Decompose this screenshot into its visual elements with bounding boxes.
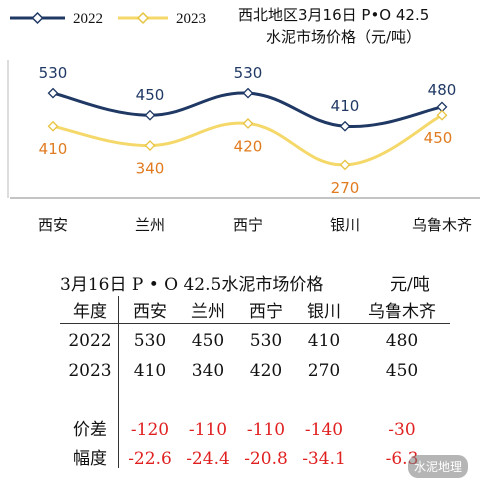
point-2022-西安: [47, 87, 59, 99]
category-label: 西宁: [233, 216, 263, 234]
table-cell: 270: [307, 361, 341, 381]
data-label-2023-西安: 410: [39, 140, 68, 158]
table-header-row: 年度 西安 兰州 西宁 银川 乌鲁木齐: [0, 299, 495, 325]
chart-title-line-1: 西北地区3月16日 P•O 42.5: [238, 6, 429, 24]
table-cell: 2023: [68, 361, 112, 381]
watermark: 水泥地理: [408, 455, 469, 478]
category-labels: 西安 兰州 西宁 银川 乌鲁木齐: [38, 216, 472, 234]
point-2023-银川: [339, 159, 351, 171]
category-label: 兰州: [135, 216, 165, 234]
data-label-2022-乌鲁木齐: 480: [428, 81, 457, 99]
table-divider-horizontal: [60, 323, 450, 324]
table-cell: -22.6: [128, 449, 172, 469]
table-cell: -110: [246, 420, 286, 440]
table-header-cell: 银川: [307, 302, 341, 322]
data-label-2023-乌鲁木齐: 450: [424, 129, 453, 147]
table-cell: -120: [130, 420, 170, 440]
table-cell: -24.4: [186, 449, 230, 469]
table-cell: 340: [191, 361, 225, 381]
table-cell: -34.1: [302, 449, 346, 469]
table-cell: 价差: [73, 420, 107, 440]
table-row-2023: 2023 410 340 420 270 450: [0, 358, 495, 384]
point-2022-银川: [339, 120, 351, 132]
table-cell: 450: [191, 331, 225, 351]
data-label-2023-西宁: 420: [234, 137, 263, 155]
table-cell: 530: [133, 331, 167, 351]
data-label-2023-银川: 270: [331, 179, 360, 197]
data-label-2023-兰州: 340: [136, 160, 165, 178]
series-layer: [47, 87, 448, 171]
table-cell: 480: [385, 331, 419, 351]
table-row-2022: 2022 530 450 530 410 480: [0, 328, 495, 354]
table-header-cell: 西安: [133, 302, 167, 322]
data-label-2022-兰州: 450: [136, 86, 165, 104]
table-cell: 幅度: [73, 449, 107, 469]
table-cell: 410: [133, 361, 167, 381]
table-cell: -110: [188, 420, 228, 440]
legend-label-2023: 2023: [176, 11, 206, 27]
table-cell: -140: [304, 420, 344, 440]
category-label: 乌鲁木齐: [412, 216, 472, 234]
legend-marker-2022: [31, 11, 44, 25]
legend-label-2022: 2022: [73, 11, 103, 27]
table-header-cell: 年度: [73, 302, 107, 322]
price-table: 3月16日 P • O 42.5水泥市场价格 元/吨 年度 西安 兰州 西宁 银…: [0, 262, 495, 493]
chart-title-line-2: 水泥市场价格（元/吨）: [266, 28, 421, 46]
table-row-diff: 价差 -120 -110 -110 -140 -30: [0, 417, 495, 443]
price-line-chart: 2022 2023 西北地区3月16日 P•O 42.5 水泥市场价格（元/吨）…: [7, 6, 480, 234]
table-cell: 450: [385, 361, 419, 381]
category-label: 银川: [330, 216, 360, 234]
point-2022-西宁: [242, 87, 254, 99]
point-2023-兰州: [144, 140, 156, 151]
legend-marker-2023: [136, 11, 150, 25]
point-2023-西安: [47, 120, 59, 132]
table-cell: -30: [388, 420, 416, 440]
data-labels: 530 450 530 410 480 410 340 420 270 450: [39, 64, 457, 197]
table-header-cell: 兰州: [191, 302, 225, 322]
table-unit: 元/吨: [390, 275, 430, 295]
point-2023-西宁: [242, 118, 254, 129]
table-cell: 410: [307, 331, 341, 351]
data-label-2022-西宁: 530: [234, 64, 263, 82]
data-label-2022-西安: 530: [39, 64, 68, 82]
legend: 2022 2023: [10, 11, 206, 27]
table-divider-vertical: [118, 296, 119, 468]
table-header-cell: 西宁: [249, 302, 283, 322]
table-cell: 530: [249, 331, 283, 351]
table-header-cell: 乌鲁木齐: [368, 302, 436, 322]
table-cell: -20.8: [244, 449, 288, 469]
point-2023-乌鲁木齐: [436, 109, 448, 121]
point-2022-兰州: [144, 109, 156, 121]
table-cell: 420: [249, 361, 283, 381]
data-label-2022-银川: 410: [331, 97, 360, 115]
table-cell: 2022: [68, 331, 112, 351]
table-row-pct: 幅度 -22.6 -24.4 -20.8 -34.1 -6.3: [0, 446, 495, 472]
table-title: 3月16日 P • O 42.5水泥市场价格: [60, 275, 324, 295]
category-label: 西安: [38, 216, 68, 234]
